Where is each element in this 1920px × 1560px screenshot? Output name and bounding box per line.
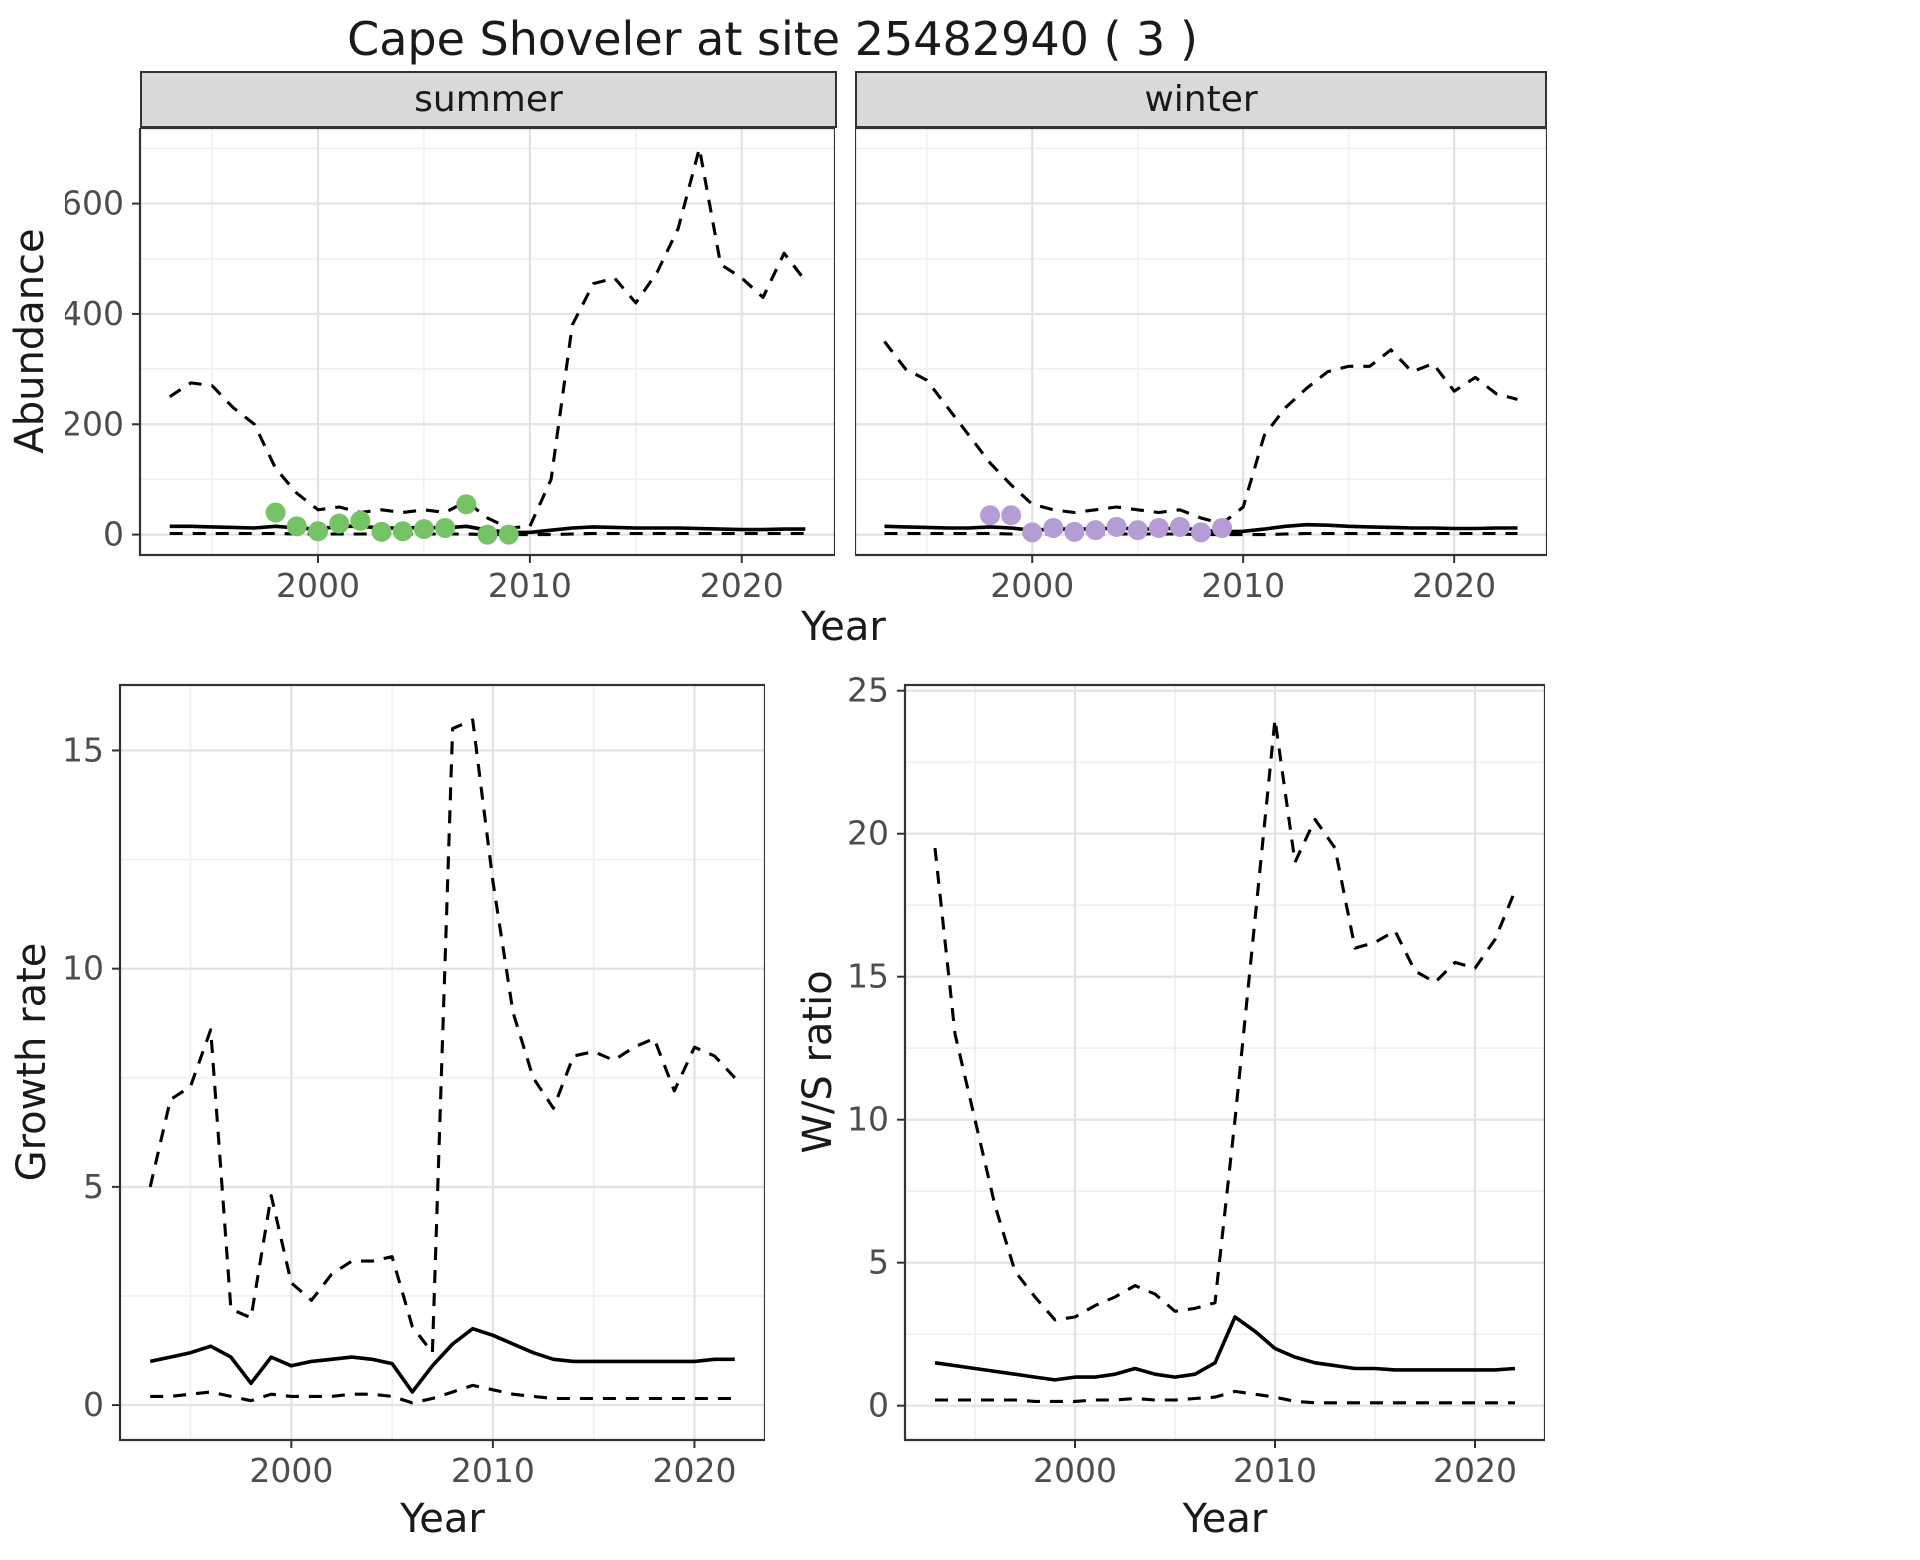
svg-text:25: 25 [847,671,889,710]
svg-text:2020: 2020 [700,566,784,605]
year-axis-title-growth: Year [400,1496,485,1542]
svg-text:2010: 2010 [488,566,572,605]
facet-strip-summer: summer [140,71,837,128]
svg-text:2020: 2020 [652,1451,736,1488]
year-axis-title-top: Year [801,604,886,650]
svg-text:15: 15 [62,730,104,769]
svg-text:0: 0 [868,1386,889,1425]
svg-text:10: 10 [62,949,104,988]
svg-text:400: 400 [65,294,124,333]
svg-text:10: 10 [847,1100,889,1139]
growth-rate-chart: 2000 2010 2020 0 5 10 15 [62,683,765,1488]
svg-text:600: 600 [65,184,124,223]
facet-strip-winter-label: winter [1144,79,1258,120]
svg-text:0: 0 [83,1385,104,1424]
svg-text:2010: 2010 [1201,566,1285,605]
facet-strip-summer-label: summer [414,79,563,120]
facet-strip-winter: winter [855,71,1547,128]
svg-text:200: 200 [65,404,124,443]
svg-text:5: 5 [868,1243,889,1282]
svg-text:2020: 2020 [1412,566,1496,605]
winter-abundance-chart: 2000 2010 2020 [855,128,1547,605]
svg-text:15: 15 [847,957,889,996]
svg-text:5: 5 [83,1167,104,1206]
svg-text:2010: 2010 [451,1451,535,1488]
svg-text:2020: 2020 [1433,1451,1517,1488]
svg-text:2000: 2000 [1033,1451,1117,1488]
chart-title: Cape Shoveler at site 25482940 ( 3 ) [347,12,1198,66]
svg-text:0: 0 [103,515,124,554]
svg-text:2000: 2000 [276,566,360,605]
abundance-axis-title: Abundance [7,228,53,454]
svg-text:20: 20 [847,814,889,853]
svg-text:2000: 2000 [990,566,1074,605]
year-axis-title-ws: Year [1182,1496,1268,1542]
svg-text:2010: 2010 [1233,1451,1317,1488]
ws-ratio-chart: 2000 2010 2020 0 5 10 15 20 25 [847,671,1545,1488]
svg-text:2000: 2000 [249,1451,333,1488]
summer-abundance-chart: 2000 2010 2020 0 200 400 600 [65,128,835,605]
